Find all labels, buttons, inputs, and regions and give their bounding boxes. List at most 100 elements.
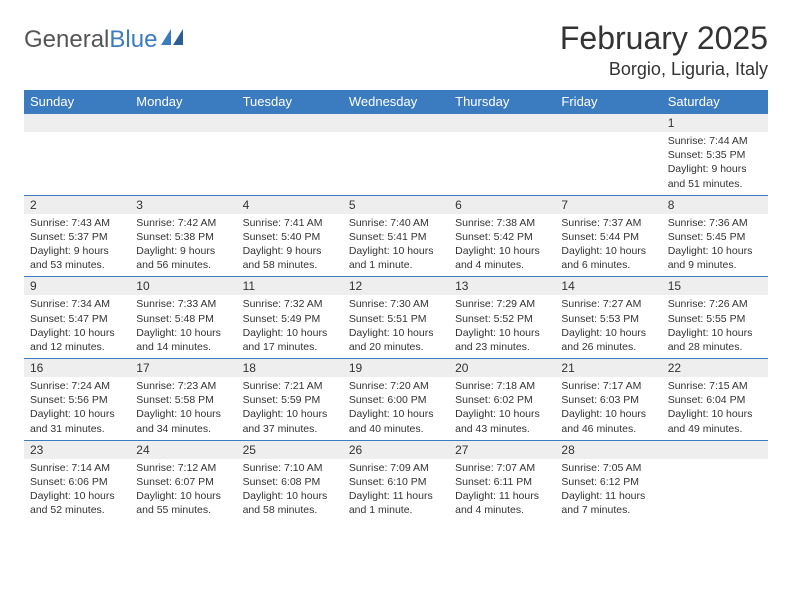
sunrise-text: Sunrise: 7:24 AM: [30, 379, 124, 393]
day-header: Saturday: [662, 90, 768, 114]
sunrise-text: Sunrise: 7:07 AM: [455, 461, 549, 475]
sunset-text: Sunset: 6:03 PM: [561, 393, 655, 407]
day-cell: Sunrise: 7:37 AMSunset: 5:44 PMDaylight:…: [555, 214, 661, 277]
day-number: 18: [237, 359, 343, 377]
day-content: Sunrise: 7:33 AMSunset: 5:48 PMDaylight:…: [130, 295, 236, 358]
daynum-cell: 19: [343, 359, 449, 378]
daynum-cell: 23: [24, 440, 130, 459]
daynum-cell: 5: [343, 195, 449, 214]
day-content: Sunrise: 7:17 AMSunset: 6:03 PMDaylight:…: [555, 377, 661, 440]
day-content: Sunrise: 7:44 AMSunset: 5:35 PMDaylight:…: [662, 132, 768, 195]
day-cell: Sunrise: 7:14 AMSunset: 6:06 PMDaylight:…: [24, 459, 130, 522]
day-cell: Sunrise: 7:23 AMSunset: 5:58 PMDaylight:…: [130, 377, 236, 440]
sunrise-text: Sunrise: 7:15 AM: [668, 379, 762, 393]
sunset-text: Sunset: 5:35 PM: [668, 148, 762, 162]
daynum-cell: 24: [130, 440, 236, 459]
daylight-text: Daylight: 10 hours and 17 minutes.: [243, 326, 337, 354]
day-cell: Sunrise: 7:43 AMSunset: 5:37 PMDaylight:…: [24, 214, 130, 277]
daylight-text: Daylight: 10 hours and 55 minutes.: [136, 489, 230, 517]
daynum-cell: 14: [555, 277, 661, 296]
daynum-cell: 26: [343, 440, 449, 459]
sunrise-text: Sunrise: 7:21 AM: [243, 379, 337, 393]
sunrise-text: Sunrise: 7:44 AM: [668, 134, 762, 148]
day-content: Sunrise: 7:36 AMSunset: 5:45 PMDaylight:…: [662, 214, 768, 277]
sunrise-text: Sunrise: 7:10 AM: [243, 461, 337, 475]
day-number: 21: [555, 359, 661, 377]
sunset-text: Sunset: 6:07 PM: [136, 475, 230, 489]
daynum-cell: 22: [662, 359, 768, 378]
header: GeneralBlue February 2025 Borgio, Liguri…: [24, 20, 768, 80]
sunset-text: Sunset: 6:02 PM: [455, 393, 549, 407]
day-cell: Sunrise: 7:38 AMSunset: 5:42 PMDaylight:…: [449, 214, 555, 277]
week-content-row: Sunrise: 7:44 AMSunset: 5:35 PMDaylight:…: [24, 132, 768, 195]
daylight-text: Daylight: 11 hours and 4 minutes.: [455, 489, 549, 517]
daynum-cell: 8: [662, 195, 768, 214]
day-number: 10: [130, 277, 236, 295]
daylight-text: Daylight: 10 hours and 40 minutes.: [349, 407, 443, 435]
day-cell: Sunrise: 7:26 AMSunset: 5:55 PMDaylight:…: [662, 295, 768, 358]
day-cell: Sunrise: 7:44 AMSunset: 5:35 PMDaylight:…: [662, 132, 768, 195]
daylight-text: Daylight: 10 hours and 4 minutes.: [455, 244, 549, 272]
day-content: Sunrise: 7:34 AMSunset: 5:47 PMDaylight:…: [24, 295, 130, 358]
sunset-text: Sunset: 5:37 PM: [30, 230, 124, 244]
daynum-cell: 18: [237, 359, 343, 378]
day-content: Sunrise: 7:05 AMSunset: 6:12 PMDaylight:…: [555, 459, 661, 522]
week-content-row: Sunrise: 7:43 AMSunset: 5:37 PMDaylight:…: [24, 214, 768, 277]
day-cell: Sunrise: 7:05 AMSunset: 6:12 PMDaylight:…: [555, 459, 661, 522]
day-number: 14: [555, 277, 661, 295]
day-number: 16: [24, 359, 130, 377]
day-cell: [449, 132, 555, 195]
day-content: Sunrise: 7:38 AMSunset: 5:42 PMDaylight:…: [449, 214, 555, 277]
day-number: 23: [24, 441, 130, 459]
daylight-text: Daylight: 10 hours and 9 minutes.: [668, 244, 762, 272]
day-cell: [24, 132, 130, 195]
day-number: 4: [237, 196, 343, 214]
daylight-text: Daylight: 9 hours and 53 minutes.: [30, 244, 124, 272]
week-content-row: Sunrise: 7:24 AMSunset: 5:56 PMDaylight:…: [24, 377, 768, 440]
daynum-cell: 16: [24, 359, 130, 378]
day-cell: Sunrise: 7:17 AMSunset: 6:03 PMDaylight:…: [555, 377, 661, 440]
day-number: 24: [130, 441, 236, 459]
day-content: Sunrise: 7:26 AMSunset: 5:55 PMDaylight:…: [662, 295, 768, 358]
sunset-text: Sunset: 5:42 PM: [455, 230, 549, 244]
day-cell: Sunrise: 7:32 AMSunset: 5:49 PMDaylight:…: [237, 295, 343, 358]
day-number: 13: [449, 277, 555, 295]
daynum-cell: [130, 114, 236, 133]
day-cell: [662, 459, 768, 522]
day-content: Sunrise: 7:42 AMSunset: 5:38 PMDaylight:…: [130, 214, 236, 277]
sunrise-text: Sunrise: 7:20 AM: [349, 379, 443, 393]
sunrise-text: Sunrise: 7:05 AM: [561, 461, 655, 475]
day-number: 20: [449, 359, 555, 377]
day-cell: Sunrise: 7:41 AMSunset: 5:40 PMDaylight:…: [237, 214, 343, 277]
daynum-cell: [237, 114, 343, 133]
day-number: 12: [343, 277, 449, 295]
logo-text-2: Blue: [109, 26, 157, 54]
week-content-row: Sunrise: 7:14 AMSunset: 6:06 PMDaylight:…: [24, 459, 768, 522]
day-cell: Sunrise: 7:21 AMSunset: 5:59 PMDaylight:…: [237, 377, 343, 440]
daylight-text: Daylight: 10 hours and 28 minutes.: [668, 326, 762, 354]
day-number: 26: [343, 441, 449, 459]
daynum-cell: [24, 114, 130, 133]
day-number: 3: [130, 196, 236, 214]
daynum-cell: 9: [24, 277, 130, 296]
week-daynum-row: 16171819202122: [24, 359, 768, 378]
day-cell: Sunrise: 7:36 AMSunset: 5:45 PMDaylight:…: [662, 214, 768, 277]
day-content: Sunrise: 7:09 AMSunset: 6:10 PMDaylight:…: [343, 459, 449, 522]
sunset-text: Sunset: 5:56 PM: [30, 393, 124, 407]
day-content: Sunrise: 7:24 AMSunset: 5:56 PMDaylight:…: [24, 377, 130, 440]
daylight-text: Daylight: 10 hours and 31 minutes.: [30, 407, 124, 435]
sunrise-text: Sunrise: 7:29 AM: [455, 297, 549, 311]
week-content-row: Sunrise: 7:34 AMSunset: 5:47 PMDaylight:…: [24, 295, 768, 358]
daylight-text: Daylight: 10 hours and 34 minutes.: [136, 407, 230, 435]
sunset-text: Sunset: 5:38 PM: [136, 230, 230, 244]
day-content: Sunrise: 7:15 AMSunset: 6:04 PMDaylight:…: [662, 377, 768, 440]
day-header: Sunday: [24, 90, 130, 114]
sunrise-text: Sunrise: 7:27 AM: [561, 297, 655, 311]
day-cell: Sunrise: 7:09 AMSunset: 6:10 PMDaylight:…: [343, 459, 449, 522]
sunset-text: Sunset: 6:08 PM: [243, 475, 337, 489]
daynum-cell: [343, 114, 449, 133]
sunset-text: Sunset: 6:11 PM: [455, 475, 549, 489]
logo: GeneralBlue: [24, 20, 183, 54]
daylight-text: Daylight: 10 hours and 1 minute.: [349, 244, 443, 272]
daylight-text: Daylight: 10 hours and 23 minutes.: [455, 326, 549, 354]
